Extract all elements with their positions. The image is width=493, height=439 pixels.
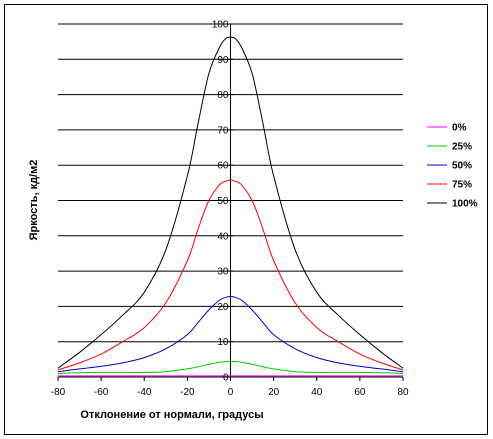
x-axis-title: Отклонение от нормали, градусы <box>80 409 263 421</box>
x-tick-label-60: 60 <box>354 387 366 398</box>
x-tick-label--20: -20 <box>180 387 195 398</box>
y-tick-label-80: 80 <box>217 90 229 101</box>
y-tick-label-30: 30 <box>217 267 229 278</box>
y-tick-label-40: 40 <box>217 231 229 242</box>
x-tick-label-40: 40 <box>311 387 323 398</box>
x-tick-label-0: 0 <box>228 387 234 398</box>
legend: 0% 25% 50% 75% 100% <box>427 123 478 210</box>
legend-label-0: 0% <box>452 123 467 134</box>
x-tick-label--80: -80 <box>51 387 66 398</box>
x-tick-label-80: 80 <box>397 387 409 398</box>
x-tick-label--60: -60 <box>94 387 109 398</box>
y-axis-title: Яркость, кд/м2 <box>28 160 40 241</box>
x-tick-label-20: 20 <box>268 387 280 398</box>
y-tick-label-50: 50 <box>217 196 229 207</box>
tick-labels: 0 10 20 30 40 50 60 70 80 90 100 -80 -60 -40 -20 0 20 40 6… <box>51 20 409 399</box>
y-tick-label-90: 90 <box>217 55 229 66</box>
legend-label-3: 75% <box>452 180 472 191</box>
x-tick-label--40: -40 <box>137 387 152 398</box>
legend-label-1: 25% <box>452 142 472 153</box>
y-tick-label-100: 100 <box>212 20 229 31</box>
legend-label-4: 100% <box>452 199 478 210</box>
y-tick-label-10: 10 <box>217 337 229 348</box>
legend-label-2: 50% <box>452 161 472 172</box>
y-tick-label-0: 0 <box>223 373 229 384</box>
y-tick-label-20: 20 <box>217 302 229 313</box>
y-tick-label-60: 60 <box>217 161 229 172</box>
y-tick-label-70: 70 <box>217 125 229 136</box>
